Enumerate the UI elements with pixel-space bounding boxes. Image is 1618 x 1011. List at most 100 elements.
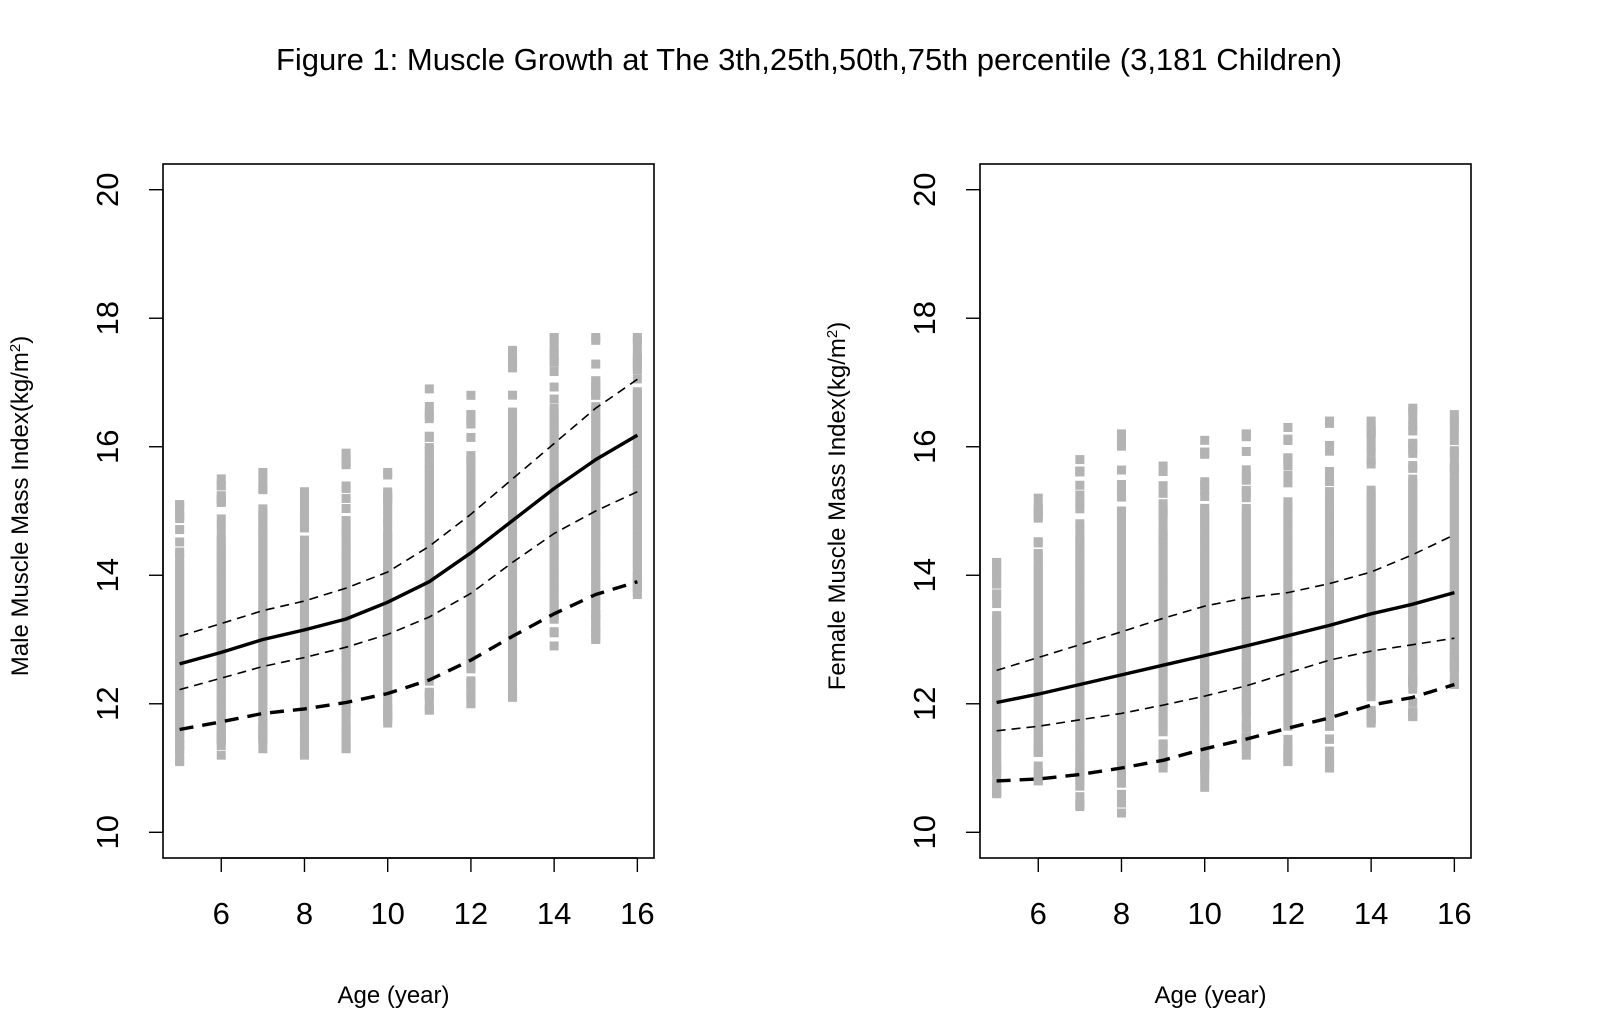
data-point	[1366, 705, 1376, 715]
data-point	[1158, 527, 1168, 537]
data-point	[341, 493, 351, 503]
data-point	[591, 387, 601, 397]
data-point	[1075, 771, 1085, 781]
data-point-column	[341, 448, 351, 754]
x-axis-label: Age (year)	[1154, 982, 1266, 1009]
data-point	[341, 481, 351, 491]
data-point	[1033, 507, 1043, 517]
data-point	[1449, 420, 1459, 430]
data-point	[341, 731, 351, 741]
data-point	[299, 487, 309, 497]
data-point	[1075, 490, 1085, 500]
data-point	[1033, 493, 1043, 503]
data-point	[1116, 441, 1126, 451]
data-point	[1075, 781, 1085, 791]
data-point	[508, 688, 518, 698]
data-point	[466, 690, 476, 700]
data-point	[299, 741, 309, 751]
data-point	[1116, 508, 1126, 518]
data-point	[216, 531, 226, 541]
data-point	[549, 346, 559, 356]
data-point	[1325, 494, 1335, 504]
data-point	[1200, 746, 1210, 756]
data-point	[175, 757, 185, 767]
data-point	[549, 604, 559, 614]
percentile-line-thin-dashed	[179, 490, 638, 691]
data-point	[1449, 462, 1459, 472]
data-point	[992, 599, 1002, 609]
data-point	[1116, 775, 1126, 785]
data-point	[1200, 761, 1210, 771]
data-point	[1366, 718, 1376, 728]
percentile-line-solid	[996, 590, 1455, 705]
data-point	[175, 537, 185, 547]
data-point-column	[1449, 410, 1459, 689]
data-point	[175, 511, 185, 521]
data-point-column	[299, 487, 309, 760]
data-point	[632, 333, 642, 342]
data-point	[341, 448, 351, 458]
data-point	[299, 545, 309, 555]
data-point	[1325, 755, 1335, 765]
data-point	[216, 491, 226, 501]
data-point	[216, 474, 226, 484]
data-point	[591, 376, 601, 386]
data-point	[1449, 446, 1459, 456]
data-point	[508, 390, 518, 400]
data-point	[175, 727, 185, 737]
data-point	[216, 514, 226, 524]
data-point	[632, 387, 642, 397]
data-point	[1075, 767, 1085, 777]
data-point-column	[549, 333, 559, 651]
data-point	[175, 500, 185, 510]
data-point	[591, 609, 601, 619]
data-point	[424, 444, 434, 454]
data-point	[508, 676, 518, 686]
data-point	[1449, 454, 1459, 464]
data-point-column	[992, 557, 1002, 799]
data-point	[258, 514, 268, 524]
data-point	[1325, 468, 1335, 478]
data-point	[424, 414, 434, 424]
plot-frame	[979, 163, 1472, 859]
data-point	[175, 525, 185, 535]
data-point	[1366, 485, 1376, 495]
x-tick-label: 16	[620, 896, 654, 931]
data-point-column	[1116, 429, 1126, 818]
data-point	[1158, 481, 1168, 491]
data-point	[1116, 790, 1126, 800]
y-tick-label: 14	[907, 558, 942, 592]
data-point	[466, 461, 476, 471]
data-point	[1200, 741, 1210, 751]
data-point	[341, 744, 351, 754]
data-point-column	[1033, 493, 1043, 786]
data-point	[258, 527, 268, 537]
data-point	[1366, 416, 1376, 426]
data-point	[216, 720, 226, 730]
data-point	[1283, 734, 1293, 744]
data-point	[175, 741, 185, 751]
data-point-column	[1283, 422, 1293, 767]
data-point	[383, 508, 393, 518]
data-point	[424, 409, 434, 419]
data-point	[1366, 686, 1376, 696]
data-point	[299, 507, 309, 517]
data-point	[1283, 750, 1293, 760]
data-point	[1116, 492, 1126, 502]
data-point	[591, 333, 601, 342]
data-point	[632, 561, 642, 571]
data-point	[341, 737, 351, 747]
data-point	[549, 641, 559, 651]
data-point-column	[216, 474, 226, 760]
data-point	[383, 705, 393, 715]
data-point	[383, 495, 393, 505]
data-point	[299, 537, 309, 547]
data-point	[466, 678, 476, 688]
data-point	[216, 522, 226, 532]
data-point	[1116, 435, 1126, 445]
data-point	[1283, 757, 1293, 767]
data-point	[1075, 802, 1085, 812]
data-point	[216, 496, 226, 506]
data-point-column	[632, 333, 642, 600]
data-point	[632, 566, 642, 576]
